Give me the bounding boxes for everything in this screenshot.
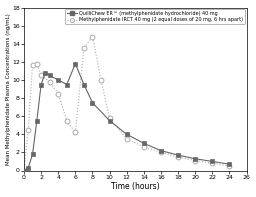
- X-axis label: Time (hours): Time (hours): [111, 182, 159, 191]
- Legend: QuilliChew ER™ (methylphenidate hydrochloride) 40 mg, Methylphenidate IRCT 40 mg: QuilliChew ER™ (methylphenidate hydrochl…: [66, 9, 245, 24]
- Y-axis label: Mean Methylphenidate Plasma Concentrations (ng/mL): Mean Methylphenidate Plasma Concentratio…: [6, 13, 10, 165]
